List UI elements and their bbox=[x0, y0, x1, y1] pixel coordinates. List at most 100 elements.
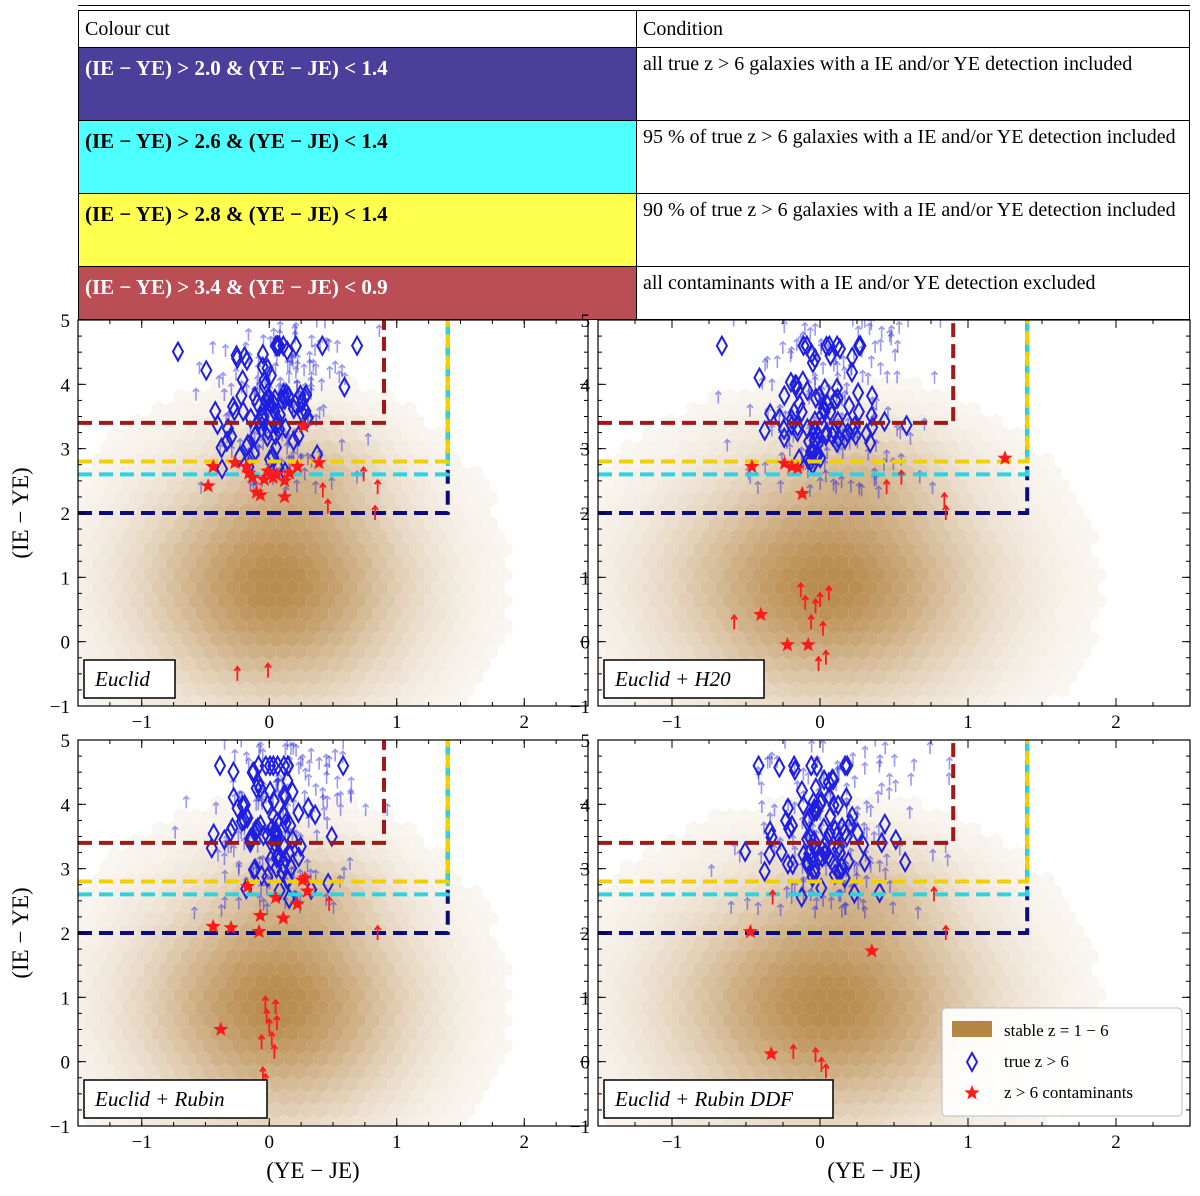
hexbin-cell bbox=[203, 859, 218, 876]
hexbin-cell bbox=[789, 897, 805, 915]
hexbin-cell bbox=[195, 897, 211, 915]
hexbin-cell bbox=[460, 897, 476, 915]
hexbin-cell bbox=[767, 910, 782, 927]
hexbin-cell bbox=[598, 553, 613, 571]
hexbin-cell bbox=[203, 643, 218, 660]
true-z6-diamond bbox=[272, 334, 286, 357]
hexbin-cell bbox=[122, 948, 137, 966]
true-z6-limit-arrow bbox=[283, 441, 291, 455]
true-z6-limit-arrow bbox=[861, 745, 869, 759]
hexbin-cell bbox=[482, 1037, 498, 1055]
hexbin-cell bbox=[885, 617, 900, 635]
true-z6-limit-arrow bbox=[324, 320, 326, 329]
hexbin-cell bbox=[313, 973, 329, 991]
hexbin-cell bbox=[1002, 643, 1018, 660]
true-z6-limit-arrow bbox=[375, 324, 383, 338]
hexbin-cell bbox=[401, 604, 417, 622]
hexbin-cell bbox=[966, 579, 981, 597]
y-tick-label: 5 bbox=[61, 731, 71, 752]
hexbin-cell bbox=[409, 592, 424, 609]
true-z6-limit-arrow bbox=[267, 335, 275, 349]
true-z6-diamond bbox=[270, 847, 283, 870]
hexbin-cell bbox=[468, 1037, 483, 1055]
true-z6-limit-arrow bbox=[288, 827, 297, 841]
hexbin-cell bbox=[899, 694, 915, 706]
hexbin-cell bbox=[980, 604, 996, 622]
hexbin-cell bbox=[818, 897, 834, 915]
hexbin-cell bbox=[217, 986, 233, 1004]
hexbin-cell bbox=[269, 553, 285, 571]
hexbin-cell bbox=[1032, 566, 1047, 584]
hexbin-cell bbox=[431, 1024, 447, 1042]
hexbin-cell bbox=[737, 643, 753, 660]
hexbin-cell bbox=[350, 617, 366, 635]
hexbin-cell bbox=[715, 1024, 731, 1042]
hexbin-cell bbox=[298, 820, 314, 838]
hexbin-cell bbox=[144, 859, 159, 876]
hexbin-cell bbox=[782, 910, 797, 927]
hexbin-cell bbox=[715, 528, 731, 546]
hexbin-cell bbox=[417, 707, 432, 724]
hexbin-cell bbox=[620, 592, 635, 609]
hexbin-cell bbox=[708, 617, 724, 635]
true-z6-diamond bbox=[818, 400, 831, 423]
hexbin-cell bbox=[78, 1012, 86, 1029]
hexbin-cell bbox=[468, 490, 483, 507]
true-z6-limit-arrow bbox=[315, 756, 323, 770]
true-z6-limit-arrow bbox=[736, 849, 744, 863]
true-z6-limit-arrow bbox=[849, 751, 857, 766]
true-z6-limit-arrow bbox=[258, 793, 266, 807]
true-z6-limit-arrow bbox=[816, 438, 824, 452]
hexbin-cell bbox=[335, 617, 351, 635]
true-z6-limit-arrow bbox=[804, 465, 812, 479]
true-z6-limit-arrow bbox=[798, 446, 806, 460]
hexbin-cell bbox=[276, 986, 292, 1004]
hexbin-cell bbox=[708, 388, 724, 405]
hexbin-cell bbox=[188, 490, 204, 507]
hexbin-cell bbox=[863, 502, 878, 520]
hexbin-cell bbox=[679, 541, 694, 558]
hexbin-cell bbox=[1061, 592, 1077, 609]
true-z6-limit-arrow bbox=[844, 864, 853, 878]
hexbin-cell bbox=[320, 910, 336, 927]
contaminant-limit-arrow bbox=[825, 584, 833, 601]
true-z6-limit-arrow bbox=[242, 341, 250, 355]
hexbin-cell bbox=[232, 1037, 248, 1055]
hexbin-cell bbox=[173, 413, 189, 431]
true-z6-limit-arrow bbox=[754, 901, 762, 915]
hexbin-cell bbox=[1054, 948, 1070, 966]
hexbin-cell bbox=[885, 1088, 900, 1106]
hexbin-cell bbox=[877, 948, 893, 966]
hexbin-cell bbox=[966, 451, 981, 469]
true-z6-limit-arrow bbox=[339, 740, 347, 750]
hexbin-cell bbox=[320, 617, 336, 635]
hexbin-cell bbox=[811, 566, 827, 584]
hexbin-cell bbox=[656, 1050, 672, 1068]
true-z6-diamond bbox=[827, 853, 840, 876]
hexbin-cell bbox=[372, 999, 388, 1017]
true-z6-limit-arrow bbox=[707, 863, 716, 878]
x-axis-label: (YE − JE) bbox=[827, 1158, 920, 1183]
hexbin-cell bbox=[980, 579, 996, 597]
true-z6-limit-arrow bbox=[833, 389, 841, 403]
hexbin-cell bbox=[409, 1114, 424, 1126]
hexbin-cell bbox=[870, 961, 886, 978]
hexbin-cell bbox=[863, 681, 878, 699]
hexbin-cell bbox=[416, 973, 432, 991]
hexbin-cell bbox=[892, 400, 908, 418]
cut-line bbox=[598, 320, 1030, 477]
hexbin-cell bbox=[745, 477, 760, 495]
true-z6-limit-arrow bbox=[832, 778, 840, 792]
true-z6-diamond bbox=[841, 410, 854, 433]
true-z6-limit-arrow bbox=[312, 480, 320, 494]
true-z6-limit-arrow bbox=[274, 776, 282, 790]
hexbin-cell bbox=[181, 999, 196, 1017]
hexbin-cell bbox=[921, 820, 937, 838]
hexbin-cell bbox=[775, 1127, 790, 1144]
hexbin-cell bbox=[966, 400, 981, 418]
hexbin-cell bbox=[649, 1012, 665, 1029]
hexbin-cell bbox=[306, 592, 321, 609]
true-z6-limit-arrow bbox=[252, 827, 260, 841]
hexbin-cell bbox=[907, 375, 922, 393]
hexbin-cell bbox=[907, 426, 922, 444]
